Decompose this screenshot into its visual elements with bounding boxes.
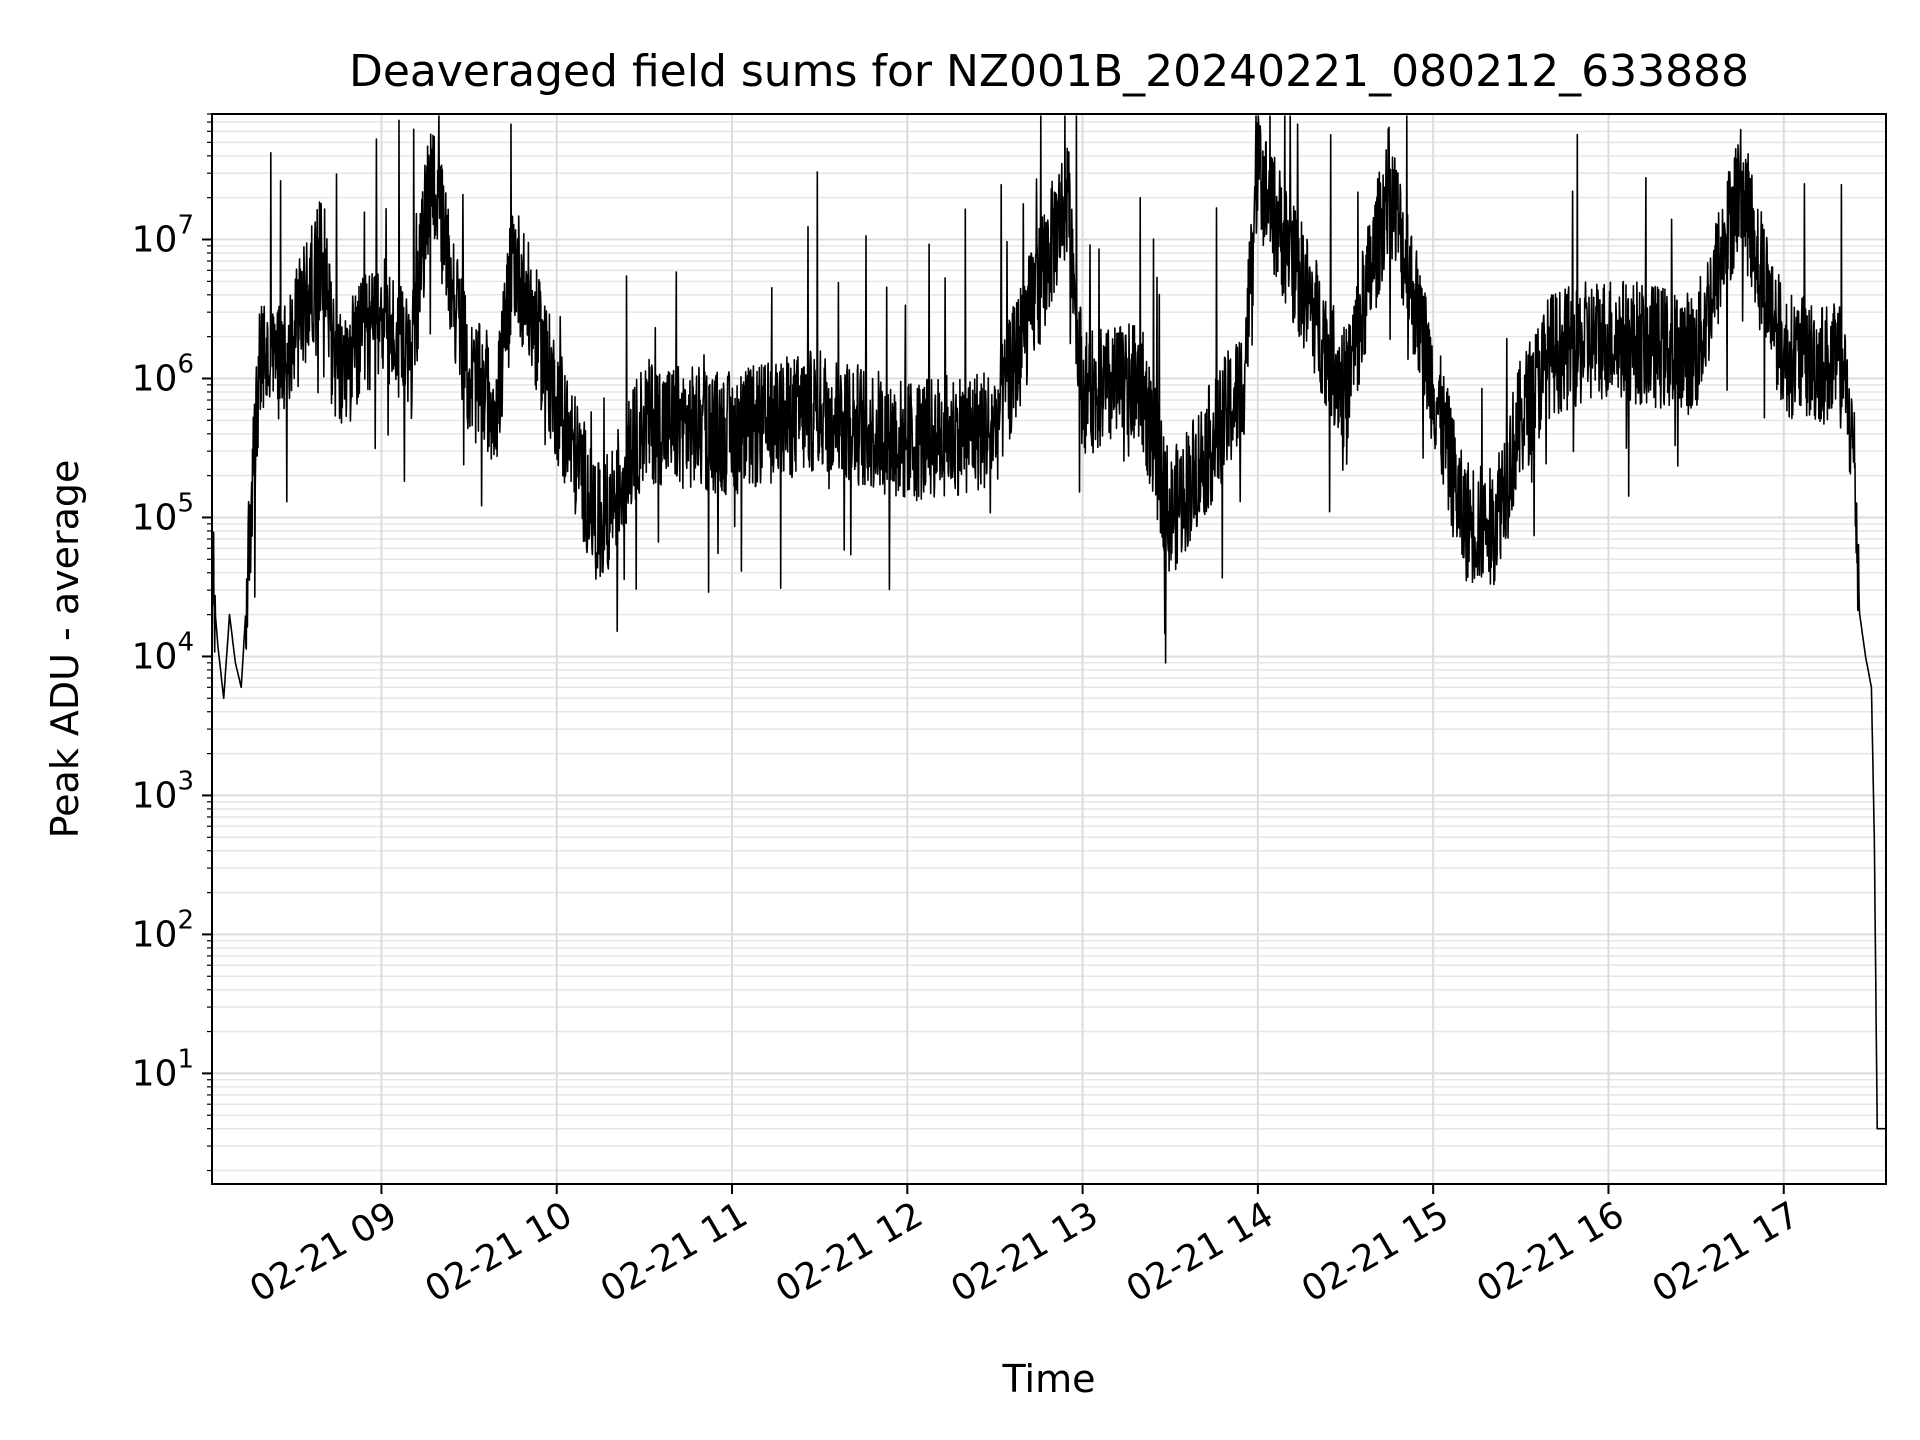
y-tick-label: 104 xyxy=(132,627,194,677)
y-axis: 101 102 103 104 105 106 107 xyxy=(132,211,212,1094)
series-line xyxy=(211,115,1887,1130)
chart-title: Deaveraged field sums for NZ001B_2024022… xyxy=(349,46,1749,97)
plot-frame xyxy=(211,113,1887,1185)
y-tick-label: 105 xyxy=(132,488,194,538)
y-tick-label: 106 xyxy=(132,349,194,399)
x-axis-label: Time xyxy=(1002,1357,1096,1401)
y-tick-label: 107 xyxy=(132,211,194,261)
y-axis-label: Peak ADU - average xyxy=(43,460,87,839)
y-tick-label: 101 xyxy=(132,1044,194,1094)
y-tick-label: 102 xyxy=(132,905,194,955)
y-tick-label: 103 xyxy=(132,766,194,816)
grid xyxy=(212,113,1886,1184)
